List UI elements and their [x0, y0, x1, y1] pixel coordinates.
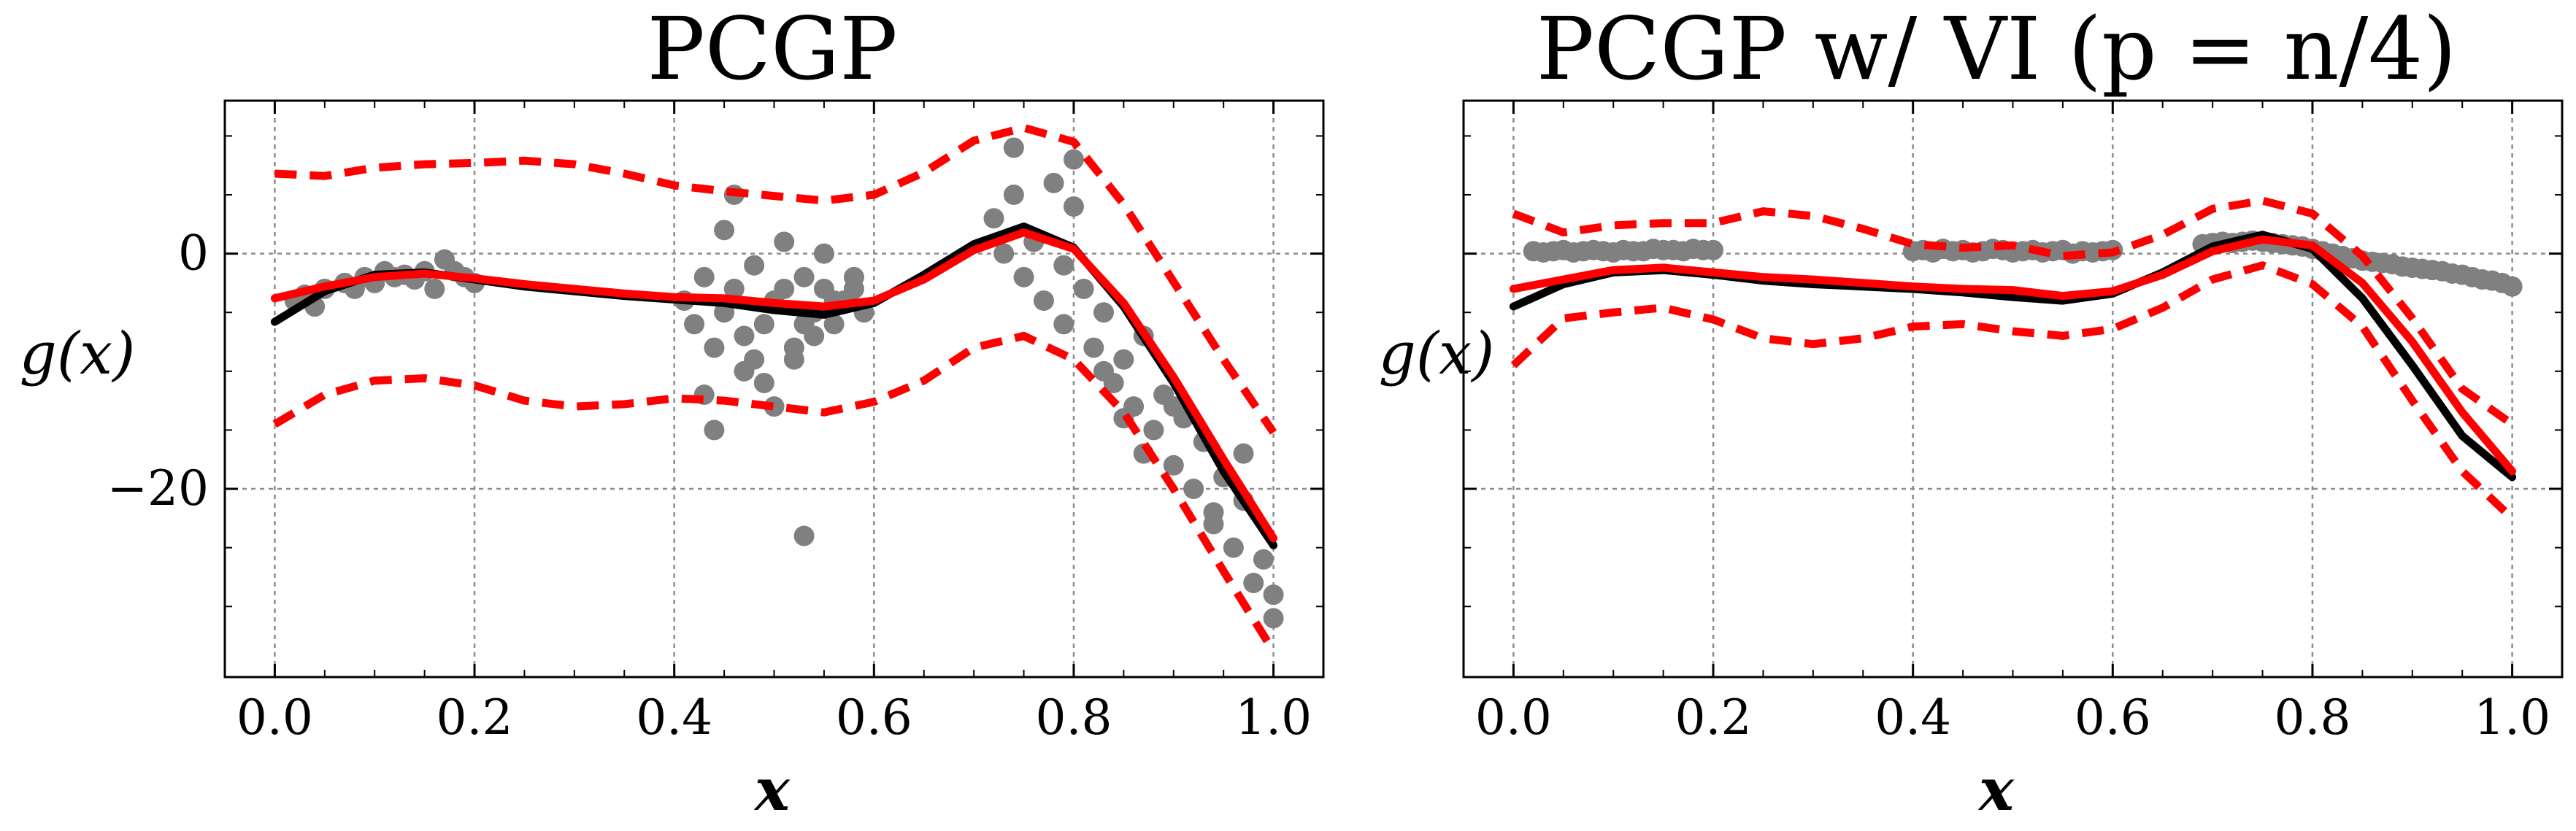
scatter-point — [1013, 266, 1034, 287]
x-tick-label: 0.4 — [636, 689, 712, 746]
scatter-point — [1083, 337, 1104, 358]
scatter-point — [1033, 290, 1054, 312]
scatter-point — [1183, 479, 1204, 500]
left-subplot-ylabel: g(x) — [20, 320, 136, 387]
scatter-point — [1263, 608, 1284, 629]
scatter-point — [753, 372, 774, 393]
prediction-mean-line — [270, 228, 1278, 543]
scatter-point — [1243, 573, 1264, 594]
right-subplot-xlabel: x — [1977, 755, 2015, 824]
scatter-point — [793, 266, 815, 287]
confidence-band-line — [272, 331, 1277, 654]
scatter-point — [1163, 396, 1184, 417]
right-subplot: PCGP w/ VI (p = n/4) x g(x) 0.0 0.2 0.4 0.6… — [1379, 0, 2564, 824]
y-tick-label: 0 — [178, 225, 209, 282]
scatter-point — [1093, 360, 1114, 382]
scatter-point — [704, 420, 725, 441]
scatter-point — [734, 325, 755, 347]
scatter-point — [1053, 255, 1074, 276]
right-subplot-title: PCGP w/ VI (p = n/4) — [1537, 0, 2457, 99]
scatter-point — [813, 243, 834, 264]
scatter-point — [1163, 455, 1184, 476]
scatter-point — [1063, 196, 1084, 217]
x-tick-label: 1.0 — [2474, 689, 2550, 746]
scatter-point — [693, 266, 715, 287]
scatter-point — [1093, 302, 1114, 323]
scatter-point — [823, 314, 845, 335]
confidence-band-line — [1510, 261, 2515, 522]
prediction-mean-line — [1509, 235, 2517, 476]
scatter-point — [1073, 278, 1094, 299]
axes-frame — [1462, 99, 2564, 679]
left-subplot: PCGP x g(x) 0.0 0.2 0.4 0.6 0.8 1.0 0 −20 — [20, 0, 1325, 824]
right-subplot-ylabel: g(x) — [1379, 320, 1495, 387]
left-subplot-xlabel: x — [753, 755, 791, 824]
x-tick-label: 0.8 — [1035, 689, 1112, 746]
scatter-point — [764, 396, 785, 417]
scatter-point — [1253, 549, 1274, 570]
plot-area — [1509, 196, 2523, 522]
scatter-point — [1233, 443, 1254, 464]
scatter-point — [1063, 149, 1084, 170]
scatter-point — [993, 243, 1015, 264]
scatter-point — [804, 325, 825, 347]
scatter-point — [1203, 514, 1224, 535]
x-tick-label: 0.0 — [1475, 689, 1552, 746]
scatter-point — [704, 337, 725, 358]
x-tick-label: 0.2 — [1675, 689, 1752, 746]
scatter-point — [1263, 584, 1284, 606]
x-tick-label: 0.6 — [836, 689, 912, 746]
scatter-point — [744, 255, 765, 276]
scatter-point — [424, 278, 445, 299]
plot-area — [270, 123, 1284, 654]
x-tick-label: 1.0 — [1235, 689, 1312, 746]
scatter-point — [723, 278, 745, 299]
scatter-point — [774, 231, 795, 252]
scatter-point — [774, 278, 795, 299]
scatter-point — [793, 525, 815, 546]
scatter-point — [1113, 349, 1134, 370]
scatter-point — [783, 337, 804, 358]
scatter-point — [714, 220, 735, 241]
scatter-point — [744, 349, 765, 370]
left-subplot-title: PCGP — [647, 0, 897, 99]
x-tick-label: 0.0 — [237, 689, 313, 746]
y-tick-label: −20 — [107, 460, 209, 517]
scatter-point — [2502, 276, 2523, 297]
scatter-point — [843, 278, 864, 299]
scatter-point — [684, 314, 705, 335]
scatter-point — [1003, 184, 1024, 205]
scatter-point — [1003, 137, 1024, 158]
scatter-point — [1143, 420, 1164, 441]
x-tick-label: 0.8 — [2274, 689, 2350, 746]
confidence-band-line — [1512, 196, 2515, 428]
x-tick-label: 0.4 — [1875, 689, 1951, 746]
scatter-point — [1043, 172, 1064, 193]
scatter-point — [1703, 239, 1724, 260]
x-tick-label: 0.2 — [437, 689, 513, 746]
x-tick-label: 0.6 — [2075, 689, 2151, 746]
scatter-point — [983, 208, 1004, 229]
scatter-point — [1223, 537, 1244, 558]
scatter-point — [753, 314, 774, 335]
confidence-band-line — [274, 123, 1277, 435]
scatter-point — [1053, 314, 1074, 335]
